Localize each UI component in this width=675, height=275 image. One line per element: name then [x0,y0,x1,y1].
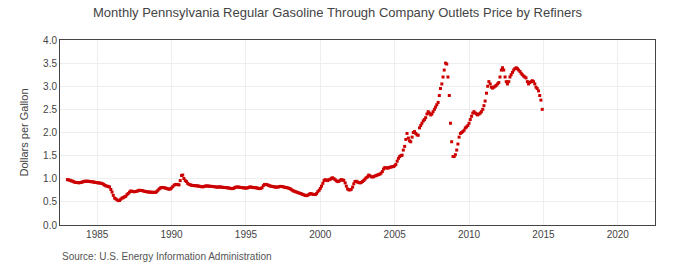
svg-text:2.0: 2.0 [43,127,57,138]
svg-text:1.0: 1.0 [43,173,57,184]
svg-text:1990: 1990 [160,229,183,240]
svg-text:3.5: 3.5 [43,58,57,69]
svg-text:2020: 2020 [607,229,630,240]
svg-text:1995: 1995 [235,229,258,240]
svg-text:1.5: 1.5 [43,150,57,161]
svg-text:0.0: 0.0 [43,220,57,231]
svg-text:2010: 2010 [458,229,481,240]
svg-text:4.0: 4.0 [43,35,57,46]
svg-text:2005: 2005 [384,229,407,240]
svg-text:2000: 2000 [309,229,332,240]
svg-text:2.5: 2.5 [43,104,57,115]
svg-text:3.0: 3.0 [43,81,57,92]
svg-text:1985: 1985 [86,229,109,240]
svg-text:Source: U.S. Energy Informatio: Source: U.S. Energy Information Administ… [62,251,272,262]
svg-text:Monthly Pennsylvania Regular G: Monthly Pennsylvania Regular Gasoline Th… [93,5,582,20]
svg-text:Dollars per Gallon: Dollars per Gallon [18,88,30,176]
svg-text:0.5: 0.5 [43,196,57,207]
svg-text:2015: 2015 [532,229,555,240]
